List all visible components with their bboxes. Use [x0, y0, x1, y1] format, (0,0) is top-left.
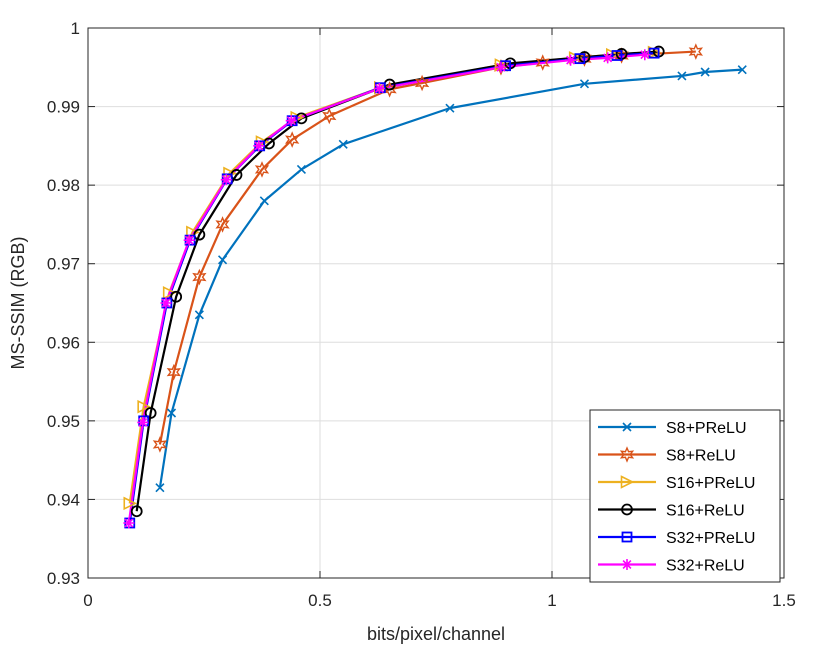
series-markers — [123, 43, 747, 529]
legend-item: S16+PReLU — [598, 475, 755, 492]
x-tick-label: 1.5 — [772, 591, 796, 610]
data-point — [284, 131, 300, 148]
y-tick-label: 0.95 — [47, 412, 80, 431]
data-point — [220, 174, 232, 186]
legend-label: S8+PReLU — [666, 420, 747, 437]
y-tick-label: 0.96 — [47, 333, 80, 352]
legend-item: S32+PReLU — [598, 530, 755, 547]
data-point — [445, 103, 455, 113]
x-tick-label: 0 — [83, 591, 92, 610]
legend-label: S16+ReLU — [666, 503, 745, 520]
y-tick-label: 0.93 — [47, 569, 80, 588]
data-point — [130, 505, 143, 518]
data-point — [285, 115, 297, 127]
data-point — [162, 285, 177, 300]
legend-marker — [619, 446, 635, 463]
legend-box — [589, 409, 781, 583]
data-point — [166, 408, 177, 418]
legend-marker — [621, 559, 633, 570]
axis-ticks — [87, 27, 785, 579]
legend-item: S8+PReLU — [598, 420, 747, 437]
data-point — [700, 67, 710, 77]
legend-item: S32+ReLU — [598, 558, 745, 575]
data-point — [373, 83, 385, 94]
series-markers-0 — [155, 65, 747, 493]
data-point — [194, 310, 204, 320]
data-point — [648, 47, 660, 59]
data-point — [565, 54, 577, 66]
data-point — [123, 496, 138, 511]
data-point — [737, 65, 747, 75]
plot-frame — [87, 27, 785, 579]
data-point — [688, 43, 704, 60]
data-point — [611, 50, 623, 61]
legend-marker — [621, 531, 633, 543]
data-point — [253, 140, 265, 152]
data-point — [155, 483, 165, 493]
data-point — [183, 234, 195, 246]
legend-label: S8+ReLU — [666, 448, 736, 465]
series-line-0 — [158, 68, 743, 488]
legend-marker — [622, 422, 632, 432]
data-point — [639, 49, 651, 61]
data-point — [138, 415, 150, 427]
y-tick-label: 1 — [71, 19, 80, 38]
legend-label: S32+PReLU — [666, 530, 755, 547]
legend-item: S16+ReLU — [598, 503, 745, 520]
y-tick-label: 0.99 — [47, 98, 80, 117]
data-point — [137, 399, 151, 414]
y-tick-label: 0.98 — [47, 176, 80, 195]
data-point — [579, 79, 590, 89]
data-point — [574, 53, 586, 65]
x-tick-label: 0.5 — [308, 591, 332, 610]
data-point — [296, 164, 307, 174]
data-point — [414, 74, 430, 92]
data-point — [495, 61, 507, 73]
tick-labels: 0 0.5 1 1.5 0.93 0.94 0.95 0.96 0.97 0.98 0.99 1 — [47, 19, 796, 610]
grid-lines — [87, 27, 785, 579]
series-line-3 — [135, 50, 659, 512]
legend-marker — [620, 475, 635, 489]
data-point — [322, 107, 337, 125]
data-point — [152, 436, 168, 453]
series-markers-5 — [123, 49, 651, 529]
y-axis-label: MS-SSIM (RGB) — [8, 237, 28, 370]
series-lines — [127, 50, 743, 524]
data-point — [123, 517, 135, 529]
legend-label: S16+PReLU — [666, 475, 755, 492]
legend: S8+PReLU S8+ReLU S16+PReLU S16+ReLU S32+PReL… — [589, 409, 781, 583]
data-point — [215, 216, 230, 233]
x-axis-label: bits/pixel/channel — [367, 624, 505, 644]
data-point — [677, 71, 687, 81]
data-point — [137, 416, 149, 428]
data-point — [144, 407, 157, 419]
data-point — [535, 54, 550, 71]
y-tick-label: 0.97 — [47, 255, 80, 274]
data-point — [192, 268, 207, 286]
data-point — [170, 290, 183, 303]
data-point — [602, 52, 614, 64]
data-point — [217, 255, 228, 265]
data-point — [259, 196, 269, 206]
data-point — [166, 363, 182, 381]
data-point — [193, 228, 206, 241]
data-point — [160, 297, 172, 309]
data-point — [338, 139, 348, 149]
y-tick-label: 0.94 — [47, 490, 80, 509]
data-point — [254, 161, 270, 178]
legend-label: S32+ReLU — [666, 558, 745, 575]
legend-marker — [621, 503, 633, 516]
x-tick-label: 1 — [547, 591, 556, 610]
legend-item: S8+ReLU — [598, 446, 736, 465]
